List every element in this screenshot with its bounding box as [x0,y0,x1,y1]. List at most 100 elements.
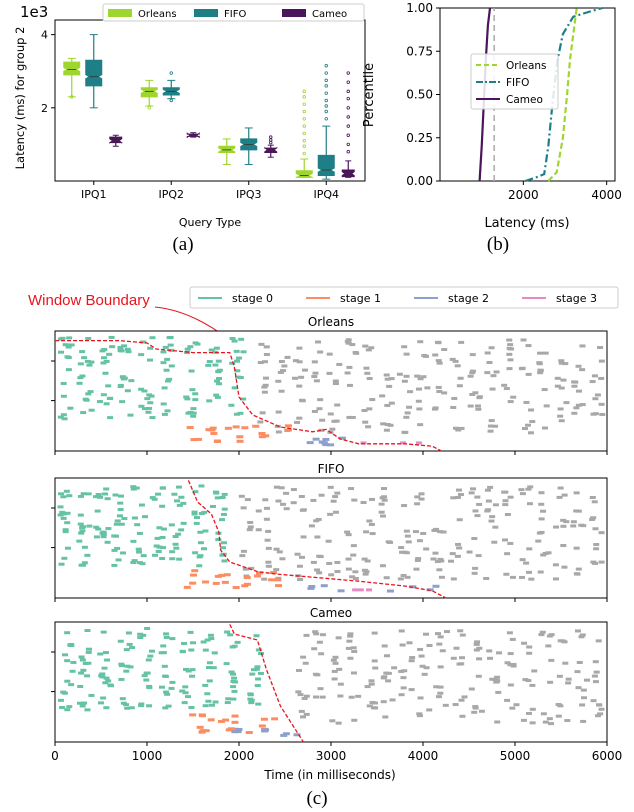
c-task-stage0 [67,406,74,410]
c-task-gray [423,632,430,636]
c-task-gray [292,359,299,363]
c-task-gray [593,670,600,674]
c-task-stage0 [88,693,95,697]
c-task-gray [365,348,372,352]
c-task-gray [432,551,439,555]
c-task-stage1 [209,426,217,430]
c-task-gray [381,487,388,491]
c-task-stage0 [136,561,143,565]
c-task-stage0 [58,562,65,566]
c-task-gray [313,632,320,636]
c-task-stage0 [171,492,178,496]
c-task-gray [546,717,553,721]
c-task-gray [437,685,444,689]
c-task-gray [583,678,590,682]
c-task-gray [298,375,305,379]
c-task-stage0 [208,637,215,641]
c-task-stage0 [146,704,153,708]
c-task-stage1 [205,428,213,432]
c-task-stage0 [231,386,238,390]
c-task-stage0 [100,532,107,536]
c-task-stage0 [159,486,166,490]
c-task-gray [313,379,320,383]
c-task-stage0 [138,702,145,706]
c-task-gray [290,488,297,492]
c-task-stage1 [275,584,283,588]
c-task-gray [519,492,526,496]
c-task-stage0 [210,666,217,670]
c-task-stage0 [220,541,227,545]
c-task-gray [243,574,250,578]
c-window-boundary [187,480,447,599]
c-task-stage0 [63,489,70,493]
c-task-stage0 [144,397,151,401]
c-task-stage0 [254,684,261,688]
c-task-gray [265,546,272,550]
c-task-stage0 [66,494,73,498]
c-task-stage1 [241,584,249,588]
c-task-stage0 [79,529,86,533]
b-ytick-label: 0.75 [406,44,433,58]
c-task-gray [596,703,603,707]
c-task-stage0 [125,350,132,354]
c-task-stage0 [107,396,114,400]
c-task-stage0 [176,503,183,507]
c-task-gray [258,342,265,346]
c-task-stage0 [190,407,197,411]
c-task-gray [277,370,284,374]
legend-a-orleans: Orleans [138,9,177,20]
c-task-stage1 [258,435,266,439]
box-flier [269,138,273,142]
c-task-gray [414,558,421,562]
c-task-stage0 [133,486,140,490]
c-task-gray [470,487,477,491]
c-task-gray [472,705,479,709]
c-task-gray [531,669,538,673]
c-task-gray [529,721,536,725]
c-task-stage0 [154,536,161,540]
c-task-gray [335,721,342,725]
c-task-gray [396,372,403,376]
c-task-stage0 [145,410,152,414]
c-task-stage0 [100,530,107,534]
c-task-gray [329,427,336,431]
c-task-stage0 [169,680,176,684]
c-task-gray [424,386,431,390]
c-task-gray [579,403,586,407]
c-task-gray [494,675,501,679]
c-task-stage0 [220,512,227,516]
c-task-gray [296,416,303,420]
c-task-stage1 [214,439,222,443]
c-task-gray [381,498,388,502]
c-task-stage0 [98,674,105,678]
c-task-stage0 [168,348,175,352]
c-task-gray [494,679,501,683]
b-series-line [547,7,578,182]
c-task-gray [283,507,290,511]
c-task-stage0 [115,558,122,562]
box-flier [269,135,273,139]
legend-a-cameo: Cameo [312,9,347,20]
c-task-gray [520,338,527,342]
c-task-gray [331,677,338,681]
c-task-stage1 [243,576,251,580]
c-task-gray [579,368,586,372]
c-task-gray [455,542,462,546]
c-xtick-label: 3000 [316,749,347,763]
c-task-gray [404,534,411,538]
c-task-gray [579,344,586,348]
c-task-gray [561,493,568,497]
c-task-gray [308,524,315,528]
c-task-stage0 [123,703,130,707]
box-flier [302,151,306,156]
c-task-stage0 [234,359,241,363]
c-task-gray [538,502,545,506]
legend-b-fifo: FIFO [506,77,529,89]
c-task-stage0 [111,563,118,567]
c-task-stage0 [86,524,93,528]
c-task-gray [300,535,307,539]
c-task-gray [571,384,578,388]
c-task-stage0 [102,371,109,375]
c-task-stage0 [214,379,221,383]
c-task-stage2 [337,589,345,593]
